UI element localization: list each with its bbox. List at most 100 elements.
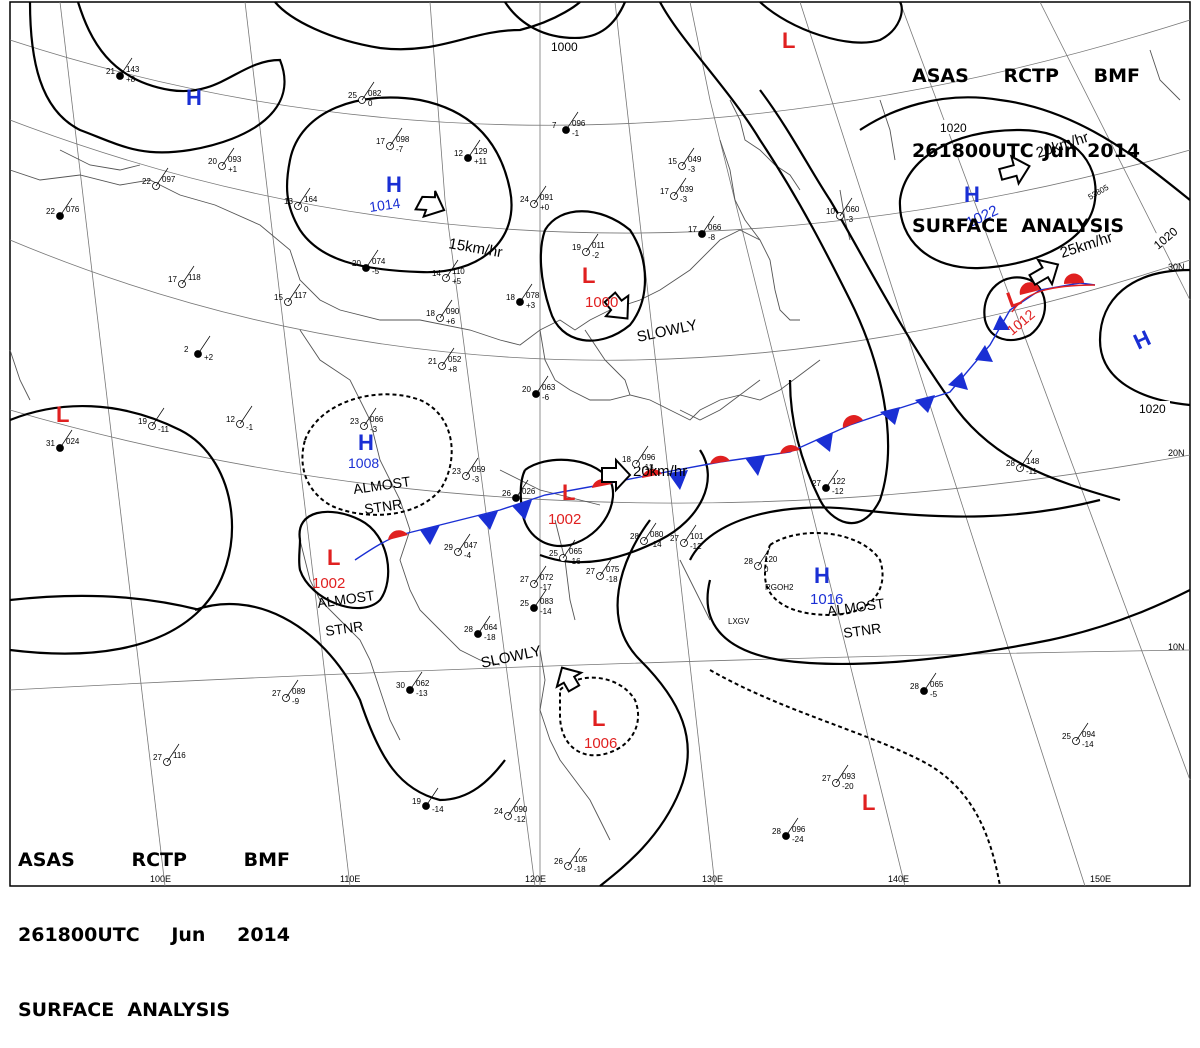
station-tend: -13 (642, 463, 654, 472)
wind-barb-icon (515, 479, 529, 499)
wind-barb-icon (361, 81, 375, 101)
station-press: 096 (642, 453, 656, 462)
station-plot: 28 080-14 (630, 522, 664, 549)
station-tend: -20 (842, 782, 854, 791)
wind-barb-icon (839, 197, 853, 217)
isobar-label: 1000 (551, 40, 578, 54)
low-center-letter: L (782, 28, 795, 53)
wind-barb-icon (465, 457, 479, 477)
wind-barb-icon (681, 147, 695, 167)
station-press: 098 (396, 135, 410, 144)
station-press: 116 (173, 751, 186, 760)
warm-front-bump (388, 530, 408, 540)
station-press: 074 (372, 257, 386, 266)
station-plot: 15 049-3 (668, 147, 702, 174)
station-plot: 31 024 (46, 429, 80, 452)
wind-barb-icon (285, 679, 299, 699)
station-plot: 29 047-4 (444, 533, 478, 560)
station-plot: 25 094-14 (1062, 722, 1096, 749)
motion-arrow-icon (555, 666, 584, 693)
station-press: 052 (448, 355, 462, 364)
longitude-label: 140E (888, 874, 909, 884)
wind-barb-icon (409, 671, 423, 691)
header-line-2: 261800UTC Jun 2014 (912, 139, 1140, 164)
wind-barb-icon (835, 764, 849, 784)
header-line-3: SURFACE ANALYSIS (18, 998, 290, 1023)
wind-barb-icon (425, 787, 439, 807)
station-plot: 27 101-12 (670, 524, 704, 551)
station-tend: -18 (484, 633, 496, 642)
station-tend: +6 (446, 317, 456, 326)
motion-arrow-icon (601, 457, 632, 493)
longitude-label: 130E (702, 874, 723, 884)
station-press: 117 (294, 291, 307, 300)
station-temp: 27 (586, 567, 595, 576)
station-temp: 25 (520, 599, 529, 608)
stnr-label: STNR (842, 620, 882, 641)
station-temp: 20 (352, 259, 361, 268)
station-tend: +3 (526, 301, 536, 310)
station-press: 093 (842, 772, 856, 781)
isobar-label: 1020 (1139, 402, 1166, 416)
stnr-label: STNR (324, 618, 364, 639)
wind-barb-icon (59, 429, 73, 449)
station-temp: 27 (153, 753, 162, 762)
station-tend: -1 (572, 129, 580, 138)
station-tend: -18 (606, 575, 618, 584)
station-plot: 20 093+1 (208, 147, 242, 174)
station-temp: 22 (46, 207, 55, 216)
warm-front-bump (1063, 273, 1084, 284)
latitude-label: 10N (1168, 642, 1185, 652)
isobar-label: 1020 (940, 121, 967, 135)
station-plot: 23 066-3 (350, 407, 384, 434)
high-center-letter: H (814, 563, 830, 588)
low-center-value: 1000 (585, 294, 618, 311)
motion-arrow-icon (1028, 258, 1060, 287)
station-plot: 27 116 (153, 743, 186, 766)
wind-barb-icon (477, 615, 491, 635)
wind-barb-icon (287, 283, 301, 303)
station-plot: 20 063-6 (522, 375, 556, 402)
station-temp: 2 (184, 345, 189, 354)
wind-barb-icon (757, 547, 771, 567)
station-press: 039 (680, 185, 694, 194)
station-plot: 12 -1 (226, 405, 254, 432)
isobar-lines (9, 1, 1191, 887)
wind-barb-icon (457, 533, 471, 553)
header-product-code: BMF (243, 849, 290, 871)
latitude-label: 20N (1168, 448, 1185, 458)
high-center-letter: H (386, 172, 402, 197)
front-lines (354, 273, 1096, 561)
wind-barb-icon (439, 299, 453, 319)
low-center-letter: L (327, 545, 340, 570)
station-id: LXGV (728, 617, 750, 626)
stnr-label: STNR (363, 496, 403, 517)
motion-speed-label: 20km/hr (633, 463, 687, 480)
wind-barb-icon (923, 672, 937, 692)
almost-label: ALMOST (352, 473, 412, 497)
station-press: 093 (228, 155, 242, 164)
station-press: 078 (526, 291, 540, 300)
weather-chart: 1000 1020 1020 1020 (9, 1, 1191, 887)
station-temp: 12 (226, 415, 235, 424)
wind-barb-icon (363, 407, 377, 427)
header-center-code: ASAS (18, 849, 75, 871)
station-temp: 27 (812, 479, 821, 488)
chart-header-top: ASAS RCTP BMF 261800UTC Jun 2014 SURFACE… (912, 14, 1140, 264)
station-plot: 24 090-12 (494, 797, 528, 824)
station-tend: +11 (474, 157, 488, 166)
station-temp: 29 (444, 543, 453, 552)
wind-barb-icon (683, 524, 697, 544)
wind-barb-icon (155, 167, 169, 187)
station-press: 076 (66, 205, 80, 214)
station-tend: -5 (372, 267, 380, 276)
station-press: 120 (764, 555, 778, 564)
station-press: 110 (452, 267, 465, 276)
wind-barb-icon (533, 565, 547, 585)
station-press: 024 (66, 437, 80, 446)
station-press: 047 (464, 541, 478, 550)
station-plot: 18 090+6 (426, 299, 460, 326)
station-plot: 21 143+8 (106, 57, 140, 84)
station-tend: -3 (472, 475, 480, 484)
